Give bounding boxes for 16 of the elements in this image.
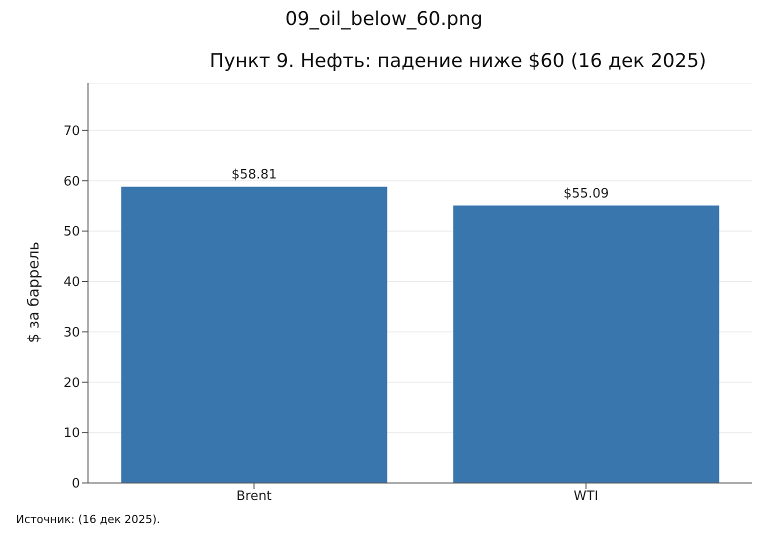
y-tick-label: 30 <box>63 325 80 340</box>
text: Источник: (16 дек 2025). <box>16 513 160 526</box>
y-tick-label: 40 <box>63 275 80 290</box>
y-tick-label: 70 <box>63 124 80 139</box>
data-label: $58.81 <box>231 168 277 183</box>
y-tick-label: 0 <box>72 476 80 492</box>
y-tick-label: 20 <box>63 376 80 391</box>
y-tick-label: 60 <box>63 174 80 190</box>
y-tick-label: 10 <box>63 426 80 442</box>
y-tick-label: 50 <box>63 224 80 240</box>
y-axis-title: $ за баррель <box>24 242 42 343</box>
x-tick-label: Brent <box>236 489 272 504</box>
data-label: $55.09 <box>563 186 609 202</box>
x-tick-label: WTI <box>574 489 598 504</box>
chart-title: 09_oil_below_60.png <box>284 8 484 30</box>
chart-subtitle: Пункт 9. Нефть: падение ниже $60 (16 дек 2025) <box>208 50 708 72</box>
